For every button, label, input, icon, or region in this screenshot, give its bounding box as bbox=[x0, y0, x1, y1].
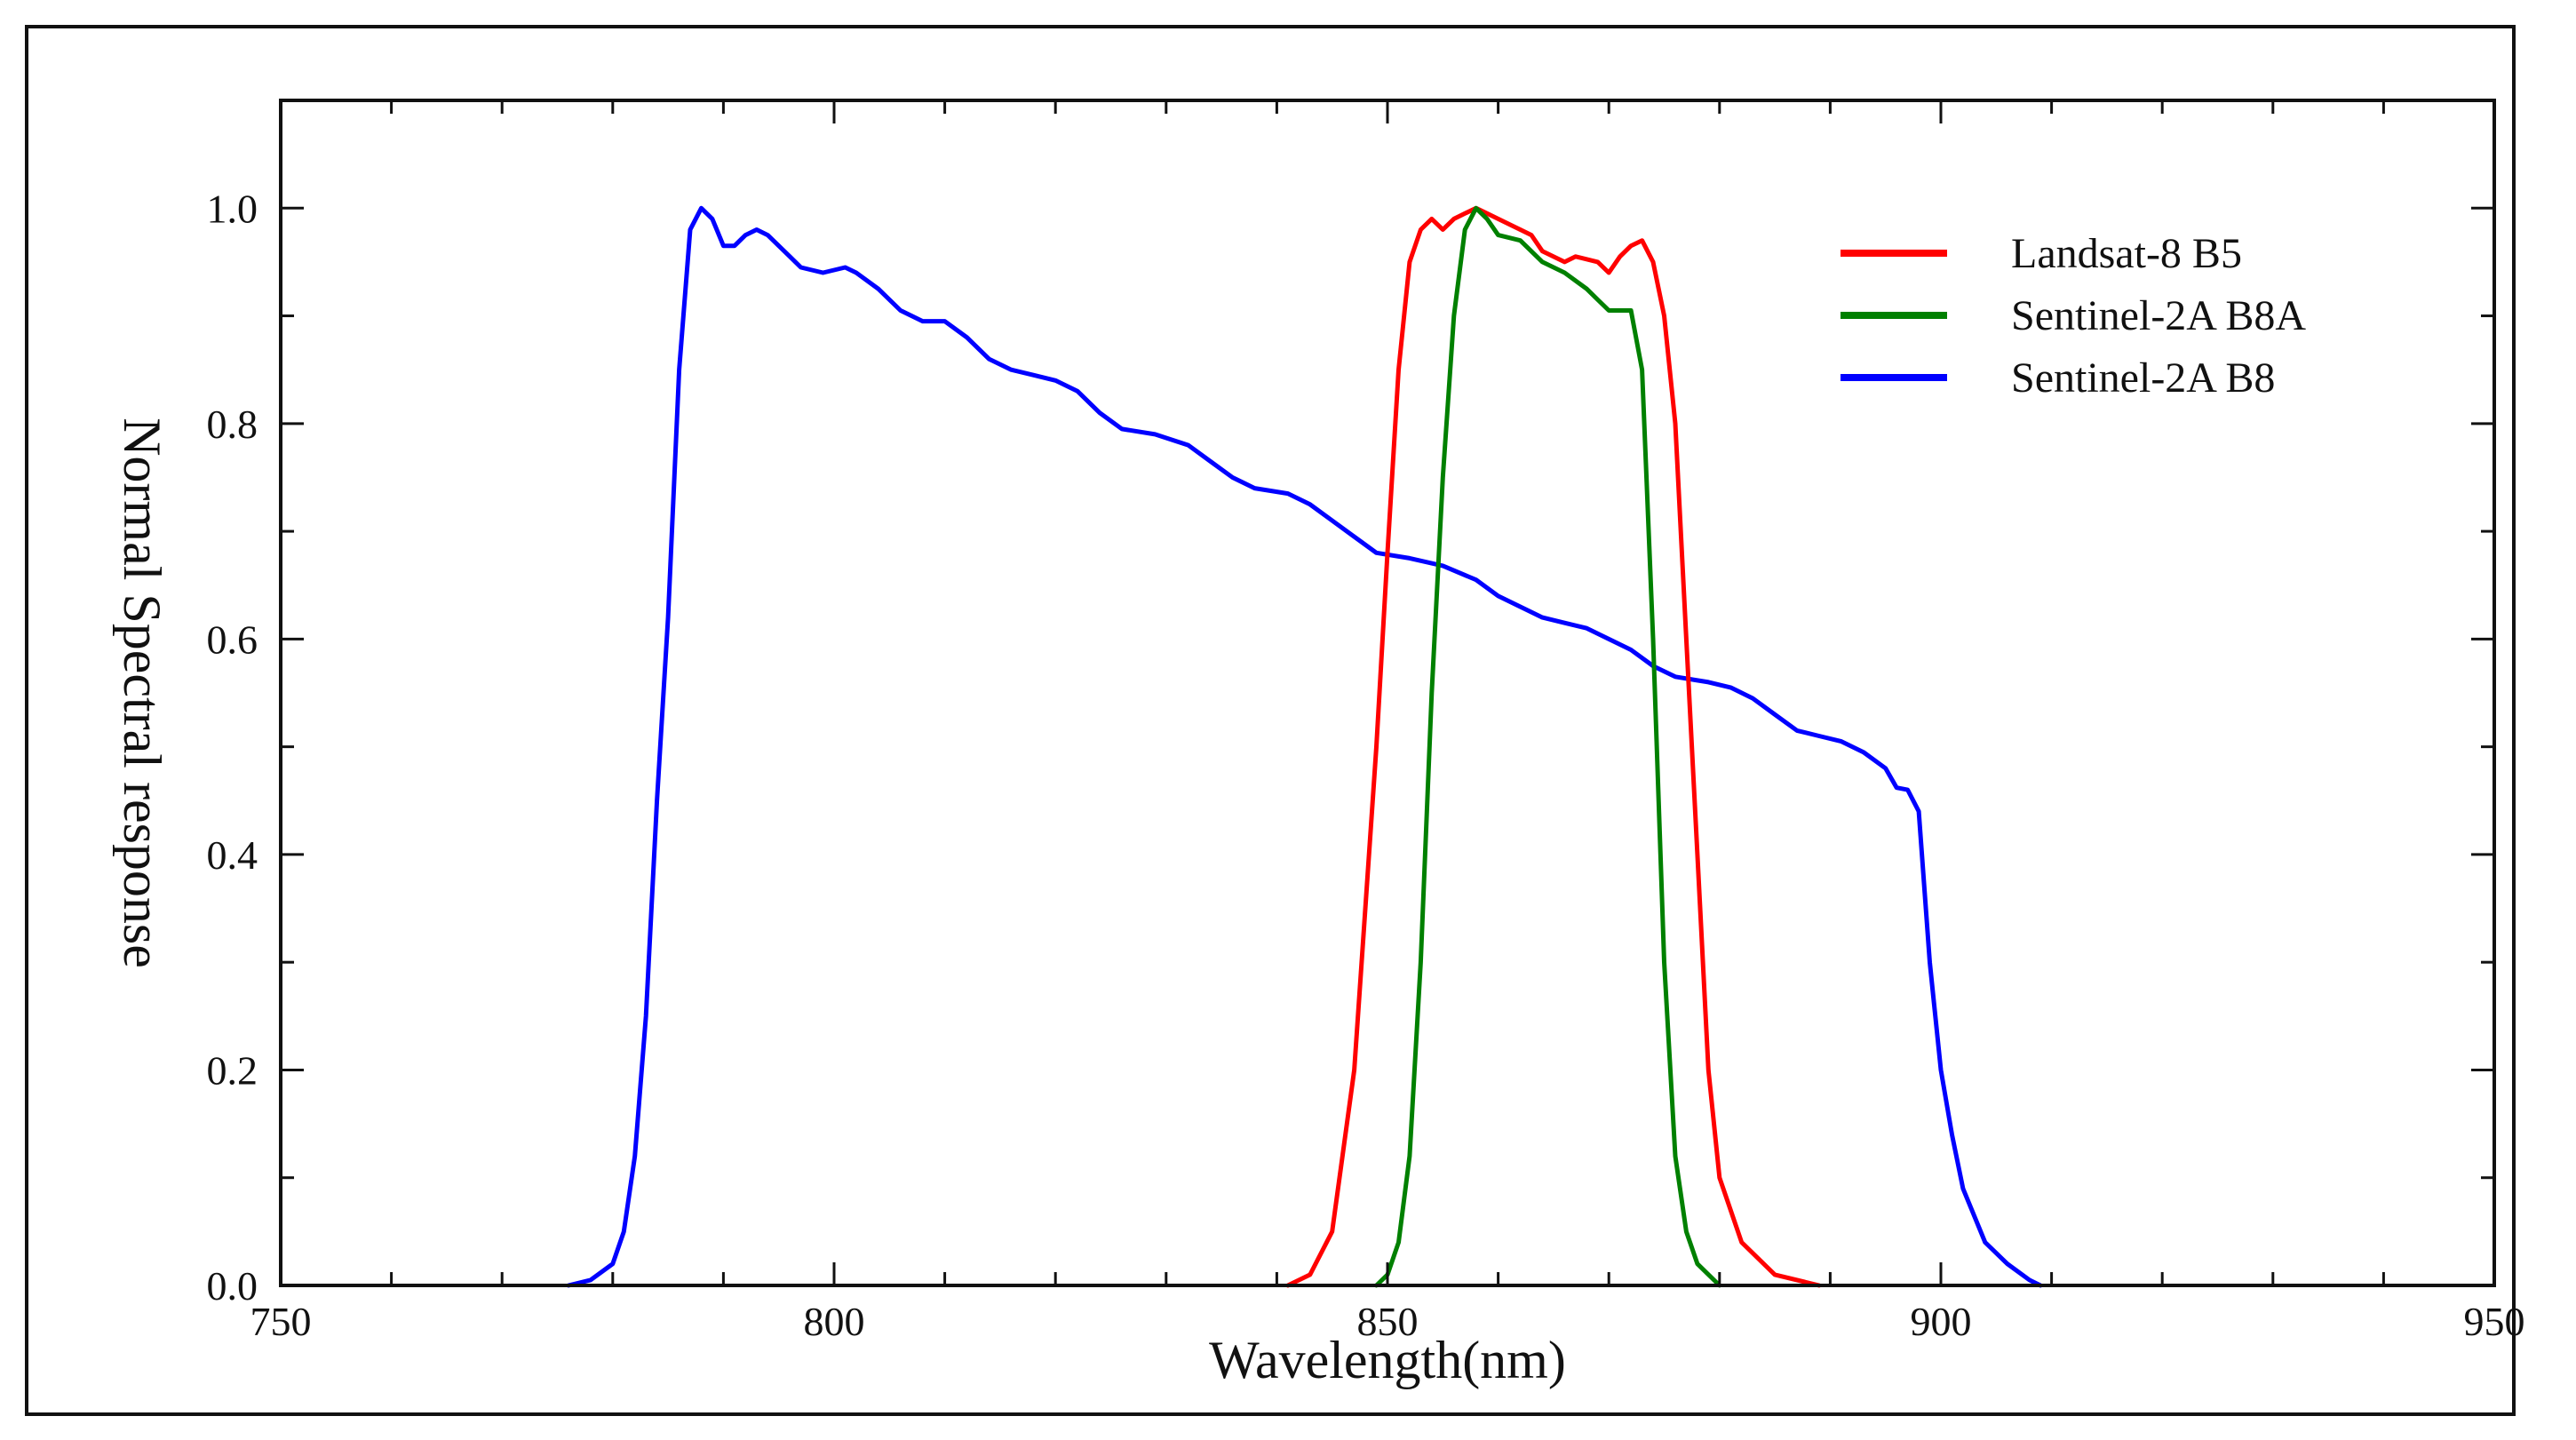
legend: Landsat-8 B5 Sentinel-2A B8A Sentinel-2A B… bbox=[1841, 230, 2306, 402]
x-tick-label: 950 bbox=[2464, 1299, 2525, 1344]
tick-layer bbox=[279, 99, 2496, 1287]
y-tick-labels: 0.0 0.2 0.4 0.6 0.8 1.0 bbox=[207, 186, 258, 1309]
y-axis-label: Normal Spectral response bbox=[113, 418, 171, 968]
x-tick-label: 750 bbox=[250, 1299, 312, 1344]
series-line-sentinel-2a-b8a bbox=[1374, 205, 1722, 1288]
y-tick-label: 0.0 bbox=[207, 1263, 258, 1309]
figure-frame bbox=[25, 25, 2516, 1416]
x-tick-labels: 750 800 850 900 950 bbox=[250, 1299, 2525, 1344]
legend-label-landsat-8-b5: Landsat-8 B5 bbox=[2011, 230, 2242, 277]
x-tick-label: 850 bbox=[1357, 1299, 1419, 1344]
series-line-sentinel-2a-b8 bbox=[566, 205, 2043, 1288]
x-tick-label: 900 bbox=[1911, 1299, 1972, 1344]
legend-label-sentinel-2a-b8: Sentinel-2A B8 bbox=[2011, 354, 2275, 402]
plot-area bbox=[279, 99, 2496, 1287]
x-tick-label: 800 bbox=[804, 1299, 865, 1344]
series-line-landsat-8-b5 bbox=[1285, 205, 1822, 1288]
y-tick-label: 0.4 bbox=[207, 832, 258, 878]
legend-label-sentinel-2a-b8a: Sentinel-2A B8A bbox=[2011, 292, 2306, 339]
series-layer bbox=[566, 205, 2043, 1288]
y-tick-label: 1.0 bbox=[207, 186, 258, 231]
y-tick-label: 0.2 bbox=[207, 1047, 258, 1093]
x-axis-label: Wavelength(nm) bbox=[1209, 1331, 1566, 1389]
y-tick-label: 0.8 bbox=[207, 402, 258, 447]
y-tick-label: 0.6 bbox=[207, 617, 258, 662]
